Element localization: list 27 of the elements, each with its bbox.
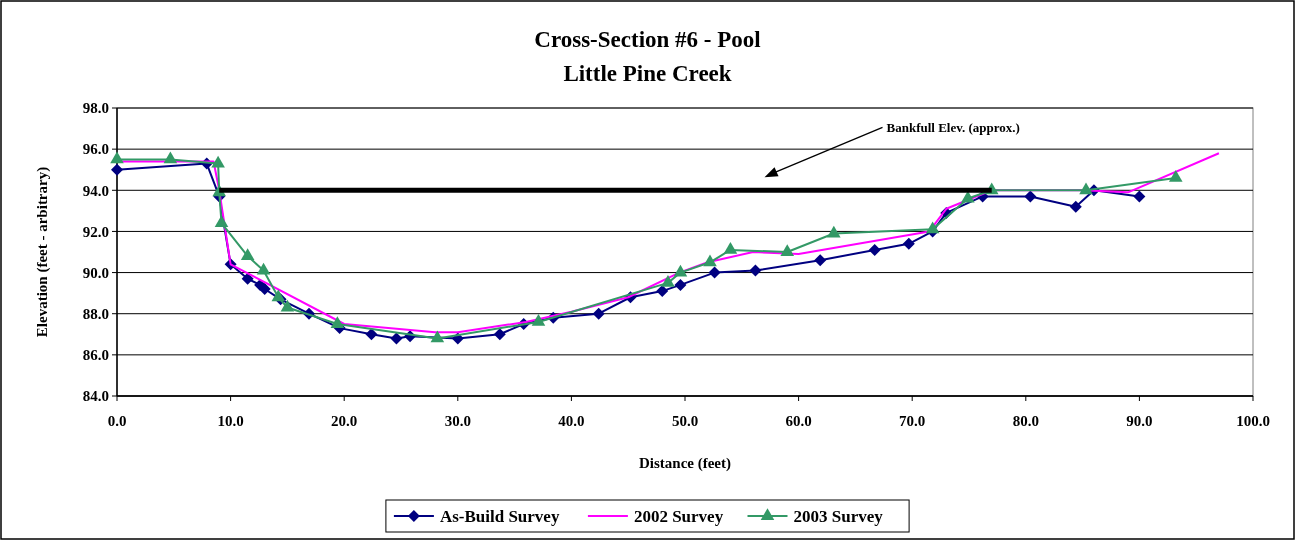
legend-label: 2002 Survey <box>633 506 724 526</box>
y-tick-label: 92.0 <box>82 223 109 240</box>
y-tick-label: 86.0 <box>82 347 109 364</box>
y-tick-label: 94.0 <box>82 182 109 199</box>
y-tick-label: 84.0 <box>82 388 109 405</box>
x-tick-label: 10.0 <box>217 413 244 429</box>
x-tick-label: 50.0 <box>671 413 699 429</box>
x-tick-label: 30.0 <box>444 413 471 429</box>
legend-label: As-Build Survey <box>439 506 560 526</box>
y-tick-label: 96.0 <box>82 141 109 158</box>
x-tick-label: 40.0 <box>558 413 585 429</box>
x-tick-label: 80.0 <box>1012 413 1039 429</box>
x-tick-label: 100.0 <box>1236 413 1270 429</box>
annotation: Bankfull Elev. (approx.) <box>886 119 1020 135</box>
y-tick-label: 98.0 <box>82 100 109 117</box>
y-axis-title: Elevation (feet - arbitrary) <box>34 166 51 338</box>
x-tick-label: 90.0 <box>1126 413 1153 429</box>
legend-label: 2003 Survey <box>793 506 884 526</box>
x-axis-title: Distance (feet) <box>638 455 732 472</box>
chart-subtitle: Little Pine Creek <box>563 61 732 86</box>
x-tick-label: 70.0 <box>899 413 926 429</box>
chart-title: Cross-Section #6 - Pool <box>534 27 761 52</box>
x-tick-label: 20.0 <box>331 413 358 429</box>
y-tick-label: 90.0 <box>82 264 109 281</box>
y-tick-label: 88.0 <box>82 305 109 322</box>
x-tick-label: 0.0 <box>107 413 127 429</box>
x-tick-label: 60.0 <box>785 413 812 429</box>
